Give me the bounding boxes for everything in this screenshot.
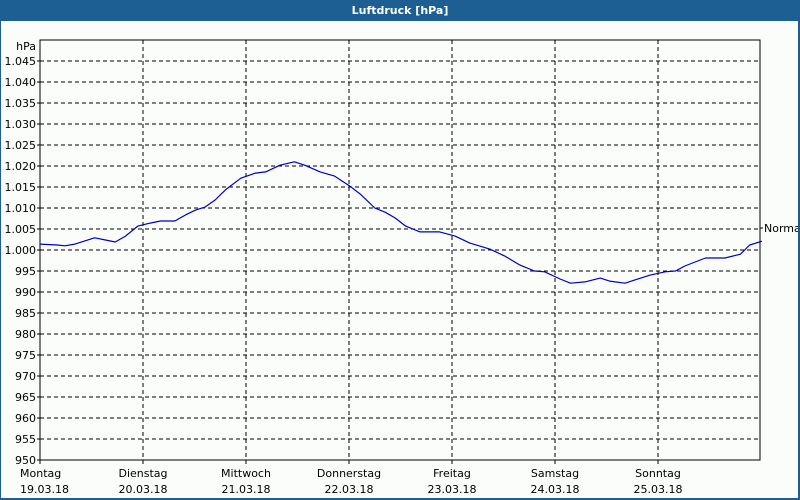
x-tick-date: 21.03.18 — [222, 483, 271, 496]
x-tick-date: 20.03.18 — [119, 483, 168, 496]
x-tick-date: 25.03.18 — [634, 483, 683, 496]
normal-label: Normal — [764, 222, 798, 235]
y-tick-label: 1.040 — [5, 76, 37, 89]
y-tick-label: 1.005 — [5, 223, 37, 236]
x-tick-day: Donnerstag — [317, 467, 381, 480]
y-tick-label: 1.000 — [5, 244, 37, 257]
y-tick-label: 1.045 — [5, 55, 37, 68]
x-tick-date: 19.03.18 — [20, 483, 69, 496]
x-tick-day: Sonntag — [635, 467, 681, 480]
x-tick-day: Dienstag — [118, 467, 167, 480]
x-tick-day: Montag — [20, 467, 61, 480]
y-axis-unit-label: hPa — [16, 40, 36, 53]
y-tick-label: 1.015 — [5, 181, 37, 194]
y-tick-label: 990 — [15, 286, 36, 299]
y-tick-label: 960 — [15, 412, 36, 425]
y-tick-label: 965 — [15, 391, 36, 404]
x-tick-date: 23.03.18 — [428, 483, 477, 496]
y-tick-label: 1.025 — [5, 139, 37, 152]
x-tick-date: 24.03.18 — [531, 483, 580, 496]
pressure-chart: 1.045 1.040 1.035 1.030 1.025 1.020 1.015 1.010… — [5, 39, 798, 496]
x-tick-date: 22.03.18 — [325, 483, 374, 496]
y-tick-label: 995 — [15, 265, 36, 278]
x-tick-day: Freitag — [433, 467, 471, 480]
y-tick-label: 970 — [15, 370, 36, 383]
y-tick-label: 1.020 — [5, 160, 37, 173]
x-tick-day: Mittwoch — [221, 467, 271, 480]
y-tick-label: 985 — [15, 307, 36, 320]
y-tick-label: 955 — [15, 433, 36, 446]
y-tick-label: 1.030 — [5, 118, 37, 131]
y-tick-label: 950 — [15, 454, 36, 467]
x-tick-day: Samstag — [531, 467, 579, 480]
y-tick-label: 1.010 — [5, 202, 37, 215]
pressure-line — [39, 161, 763, 284]
y-tick-label: 1.035 — [5, 97, 37, 110]
y-tick-label: 975 — [15, 349, 36, 362]
chart-area: 1.045 1.040 1.035 1.030 1.025 1.020 1.015 1.010… — [1, 21, 798, 498]
y-tick-label: 980 — [15, 328, 36, 341]
plot-frame — [39, 39, 761, 461]
window-title: Luftdruck [hPa] — [0, 0, 800, 21]
